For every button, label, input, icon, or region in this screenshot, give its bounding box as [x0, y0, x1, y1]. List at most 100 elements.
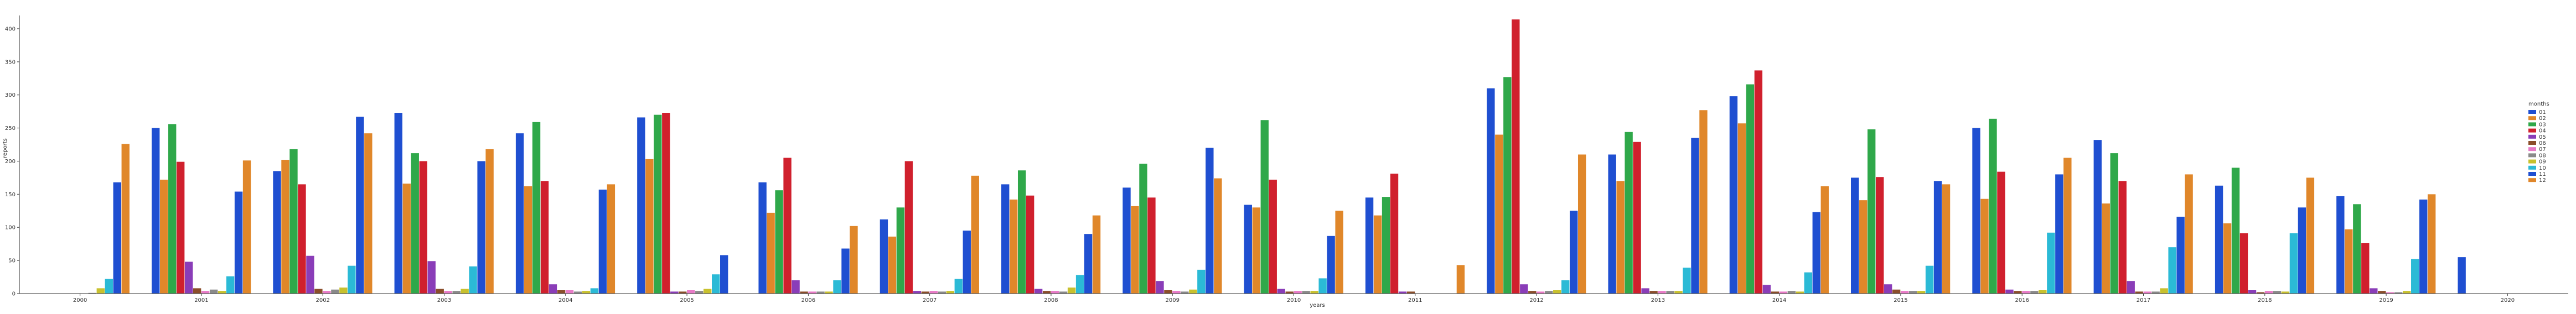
bar-2017-11 [2176, 217, 2185, 294]
bar-2010-07 [1294, 291, 1302, 294]
bar-2015-01 [1851, 177, 1859, 294]
bar-2015-10 [1925, 265, 1934, 294]
bar-2012-01 [1487, 88, 1495, 294]
bar-2017-02 [2102, 203, 2110, 294]
legend-swatch-10 [2528, 165, 2536, 170]
bar-2006-04 [783, 158, 792, 294]
bar-2019-02 [2345, 229, 2353, 294]
bar-2001-05 [184, 261, 193, 294]
bar-2006-07 [808, 291, 816, 294]
bar-2005-07 [687, 290, 695, 294]
bar-2018-03 [2231, 168, 2240, 294]
y-tick-label: 250 [5, 125, 15, 132]
bar-2017-10 [2168, 247, 2176, 294]
bar-2007-07 [929, 291, 938, 294]
bar-2013-04 [1633, 142, 1641, 294]
bar-2010-02 [1252, 207, 1260, 294]
legend-label-10: 10 [2539, 165, 2546, 171]
legend-label-09: 09 [2539, 159, 2546, 165]
bar-2001-12 [242, 160, 251, 294]
bar-2007-04 [904, 161, 913, 294]
bar-2003-10 [469, 266, 477, 294]
legend-label-07: 07 [2539, 146, 2546, 153]
bar-2002-11 [356, 117, 364, 294]
bar-2004-10 [590, 288, 599, 294]
bar-2009-07 [1172, 291, 1181, 294]
bar-2009-02 [1131, 206, 1139, 294]
legend-swatch-07 [2528, 147, 2536, 151]
bar-2011-01 [1365, 197, 1374, 294]
bar-2019-07 [2386, 292, 2394, 294]
bar-2005-08 [695, 291, 704, 294]
x-tick-label: 2019 [2379, 297, 2393, 303]
bar-2001-08 [209, 289, 218, 294]
bar-2008-09 [1067, 287, 1076, 294]
legend-swatch-01 [2528, 110, 2536, 114]
bar-2006-01 [758, 182, 767, 294]
bar-2014-12 [1820, 186, 1829, 294]
x-tick-label: 2018 [2258, 297, 2272, 303]
legend-swatch-08 [2528, 153, 2536, 158]
bar-2010-11 [1327, 236, 1335, 294]
x-tick-label: 2015 [1894, 297, 1907, 303]
bar-2010-10 [1318, 278, 1327, 294]
bar-2016-12 [2063, 158, 2072, 294]
bar-2003-09 [461, 289, 469, 294]
legend-swatch-06 [2528, 141, 2536, 145]
x-tick-label: 2005 [680, 297, 694, 303]
bar-2010-04 [1269, 180, 1277, 294]
x-tick-label: 2014 [1772, 297, 1786, 303]
legend-label-06: 06 [2539, 140, 2546, 146]
bar-2004-07 [565, 290, 574, 294]
bar-2006-05 [792, 280, 800, 294]
bar-2000-11 [113, 182, 121, 294]
x-tick-label: 2016 [2015, 297, 2029, 303]
bar-2012-12 [1577, 154, 1586, 294]
x-tick-label: 2003 [437, 297, 451, 303]
legend-label-04: 04 [2539, 128, 2546, 134]
bar-2015-08 [1908, 291, 1917, 294]
bar-2006-11 [841, 248, 850, 294]
bar-2008-08 [1059, 291, 1068, 294]
legend-label-01: 01 [2539, 109, 2546, 116]
bar-2003-02 [402, 184, 411, 294]
bar-2019-12 [2427, 194, 2436, 294]
bar-2001-04 [176, 161, 185, 294]
bar-2018-05 [2248, 290, 2257, 294]
y-tick-label: 100 [5, 225, 15, 231]
legend-label-03: 03 [2539, 122, 2546, 128]
bar-2013-12 [1699, 110, 1708, 294]
legend-swatch-12 [2528, 178, 2536, 182]
x-tick-label: 2010 [1287, 297, 1301, 303]
bar-2001-02 [160, 180, 168, 294]
y-tick-label: 150 [5, 192, 15, 198]
bar-2013-02 [1616, 181, 1625, 294]
bar-2000-09 [96, 288, 105, 294]
bar-2017-06 [2135, 291, 2143, 294]
bar-2018-04 [2239, 233, 2248, 294]
bar-2005-02 [645, 159, 654, 294]
bar-2005-11 [720, 255, 728, 294]
bar-2003-05 [427, 261, 436, 294]
bar-2008-12 [1092, 215, 1101, 294]
bar-2008-07 [1051, 291, 1059, 294]
bar-2017-01 [2093, 140, 2102, 294]
bar-2013-05 [1641, 288, 1649, 294]
bar-2014-04 [1754, 70, 1763, 294]
x-tick-label: 2011 [1408, 297, 1422, 303]
bar-2019-05 [2370, 288, 2378, 294]
bar-2009-04 [1147, 197, 1156, 294]
y-tick-label: 0 [12, 291, 15, 297]
bar-2003-07 [444, 291, 452, 294]
bar-2016-01 [1972, 128, 1980, 294]
bar-2019-09 [2403, 291, 2411, 294]
bar-2003-03 [411, 153, 419, 294]
bar-2011-04 [1390, 174, 1399, 294]
bar-2004-06 [557, 290, 566, 294]
bar-2009-05 [1156, 281, 1164, 294]
legend-label-12: 12 [2539, 177, 2546, 184]
bar-2005-06 [679, 291, 687, 294]
bar-2019-01 [2336, 196, 2345, 294]
bar-2011-02 [1373, 215, 1382, 294]
bar-2007-02 [888, 237, 897, 294]
